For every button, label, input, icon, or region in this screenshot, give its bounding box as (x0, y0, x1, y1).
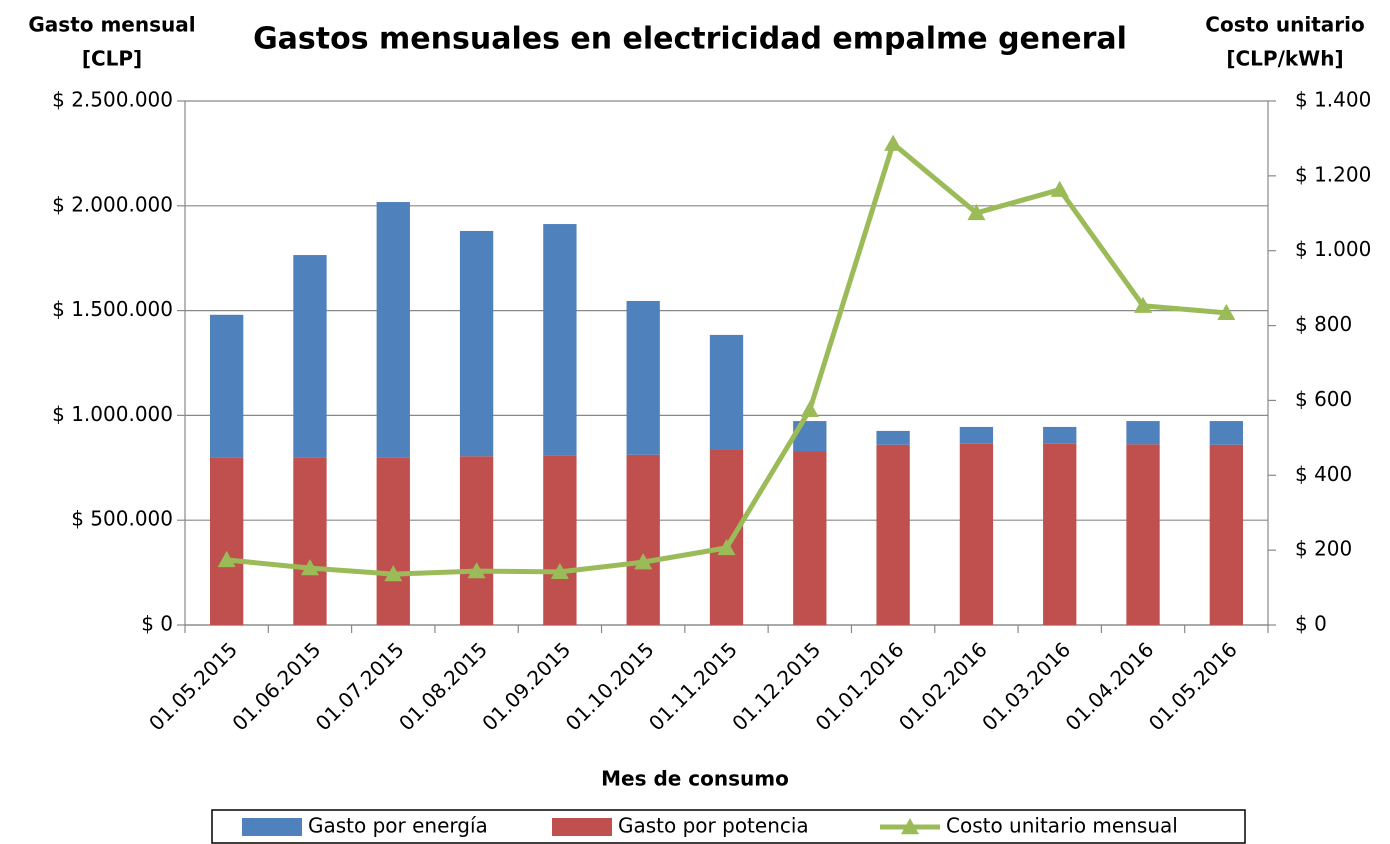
x-tick-label: 01.09.2015 (477, 637, 575, 735)
x-tick-label: 01.01.2016 (811, 637, 909, 735)
y2-tick-label: $ 200 (1295, 537, 1352, 561)
bar (959, 426, 994, 444)
y2-tick-label: $ 400 (1295, 462, 1352, 486)
x-tick-label: 01.04.2016 (1061, 637, 1159, 735)
y2-tick-label: $ 800 (1295, 312, 1352, 336)
line-marker (967, 203, 986, 221)
x-tick-label: 01.05.2015 (144, 637, 242, 735)
x-tick-label: 01.06.2015 (227, 637, 325, 735)
y-tick-label: $ 1.000.000 (52, 402, 173, 426)
line-marker (884, 134, 903, 151)
x-tick-label: 01.05.2016 (1144, 637, 1242, 735)
bar (1209, 444, 1244, 625)
x-axis-title: Mes de consumo (601, 767, 789, 791)
legend-swatch (552, 818, 612, 836)
bar (959, 443, 994, 625)
y-axis-title: Gasto mensual (28, 13, 195, 37)
bar (376, 202, 410, 458)
x-tick-label: 01.02.2016 (894, 637, 992, 735)
bar (543, 455, 577, 625)
line-marker (800, 400, 819, 417)
x-tick-label: 01.10.2015 (561, 637, 659, 735)
bar (1126, 444, 1160, 625)
legend-box (211, 809, 1246, 844)
y-tick-label: $ 2.500.000 (52, 88, 173, 112)
bar (1209, 421, 1244, 445)
bar (1126, 421, 1160, 445)
bar (209, 457, 244, 625)
bar (459, 230, 494, 457)
line-marker (384, 565, 403, 582)
bar (1043, 426, 1077, 444)
y-tick-label: $ 500.000 (71, 507, 173, 531)
bar (543, 224, 577, 456)
y2-tick-label: $ 600 (1295, 387, 1352, 411)
x-tick-label: 01.03.2016 (977, 637, 1075, 735)
y2-tick-label: $ 1.200 (1295, 162, 1371, 186)
bar (376, 457, 410, 625)
y2-tick-label: $ 1.400 (1295, 88, 1371, 112)
line-marker (217, 550, 236, 568)
y2-axis-title: [CLP/kWh] (1226, 47, 1343, 71)
bar (293, 255, 327, 458)
y2-axis-title: Costo unitario (1205, 13, 1364, 37)
x-tick-label: 01.12.2015 (727, 637, 825, 735)
bar (293, 457, 327, 625)
x-tick-label: 01.08.2015 (394, 637, 492, 735)
legend-label: Costo unitario mensual (946, 814, 1178, 838)
x-tick-label: 01.11.2015 (644, 637, 742, 735)
bar (876, 444, 910, 625)
bar (209, 314, 244, 458)
bar (709, 334, 744, 450)
bar (459, 456, 494, 625)
line-marker (634, 553, 653, 570)
y-axis-title: [CLP] (82, 47, 142, 71)
legend-label: Gasto por energía (308, 814, 488, 838)
bar (793, 451, 827, 625)
y2-tick-label: $ 1.000 (1295, 237, 1371, 261)
x-tick-label: 01.07.2015 (311, 637, 409, 735)
chart-title: Gastos mensuales en electricidad empalme… (253, 22, 1127, 57)
line-marker (1217, 303, 1236, 321)
bar (1043, 443, 1077, 625)
y-tick-label: $ 1.500.000 (52, 297, 173, 321)
bar (876, 430, 910, 445)
line-marker (1134, 296, 1153, 313)
line-marker (1050, 180, 1069, 197)
bar (626, 454, 660, 625)
legend-label: Gasto por potencia (618, 814, 809, 838)
bar (709, 449, 744, 625)
legend-swatch (242, 818, 302, 836)
y-tick-label: $ 0 (141, 612, 173, 636)
legend-swatch (901, 818, 919, 835)
line-marker (717, 538, 736, 556)
line-marker (550, 562, 569, 580)
y2-tick-label: $ 0 (1295, 612, 1327, 636)
line-marker (300, 559, 319, 576)
line-marker (467, 562, 486, 579)
bar (626, 300, 660, 455)
y-tick-label: $ 2.000.000 (52, 192, 173, 216)
